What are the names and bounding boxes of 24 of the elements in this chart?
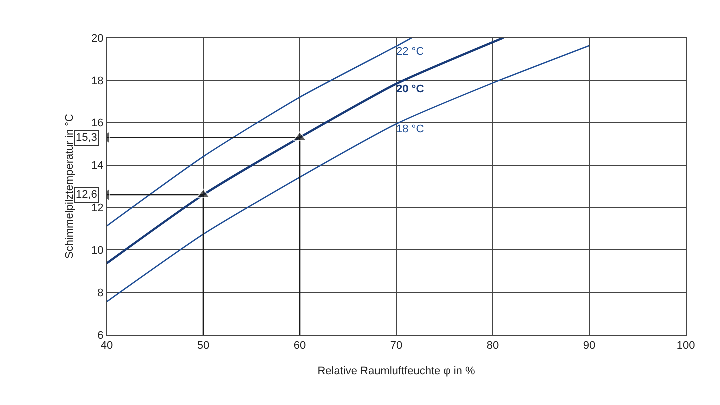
annotation: 12,6 (76, 189, 98, 201)
y-tick-label: 20 (92, 32, 104, 45)
y-axis-title: Schimmelpilztemperatur in °C (64, 114, 76, 259)
x-axis-title: Relative Raumluftfeuchte φ in % (318, 365, 476, 378)
y-tick-label: 14 (92, 160, 104, 172)
line-series (107, 38, 413, 227)
x-tick-label: 50 (197, 340, 210, 352)
x-tick-label: 100 (676, 340, 696, 352)
line-series (107, 38, 505, 265)
series-label: 22 °C (396, 46, 424, 58)
y-tick-label: 12 (92, 202, 104, 215)
x-tick-label: 80 (486, 340, 500, 352)
x-tick-label: 90 (583, 340, 596, 352)
line-series (107, 45, 590, 303)
series-label: 18 °C (396, 123, 424, 136)
y-tick-label: 10 (92, 244, 104, 257)
y-tick-label: 6 (98, 330, 104, 342)
annotation: 15,3 (76, 132, 98, 144)
x-tick-label: 70 (390, 340, 403, 352)
y-tick-label: 16 (92, 118, 104, 130)
x-tick-label: 60 (294, 340, 306, 352)
x-tick-label: 40 (100, 340, 114, 352)
y-tick-label: 8 (98, 287, 104, 300)
y-tick-label: 18 (92, 75, 104, 88)
